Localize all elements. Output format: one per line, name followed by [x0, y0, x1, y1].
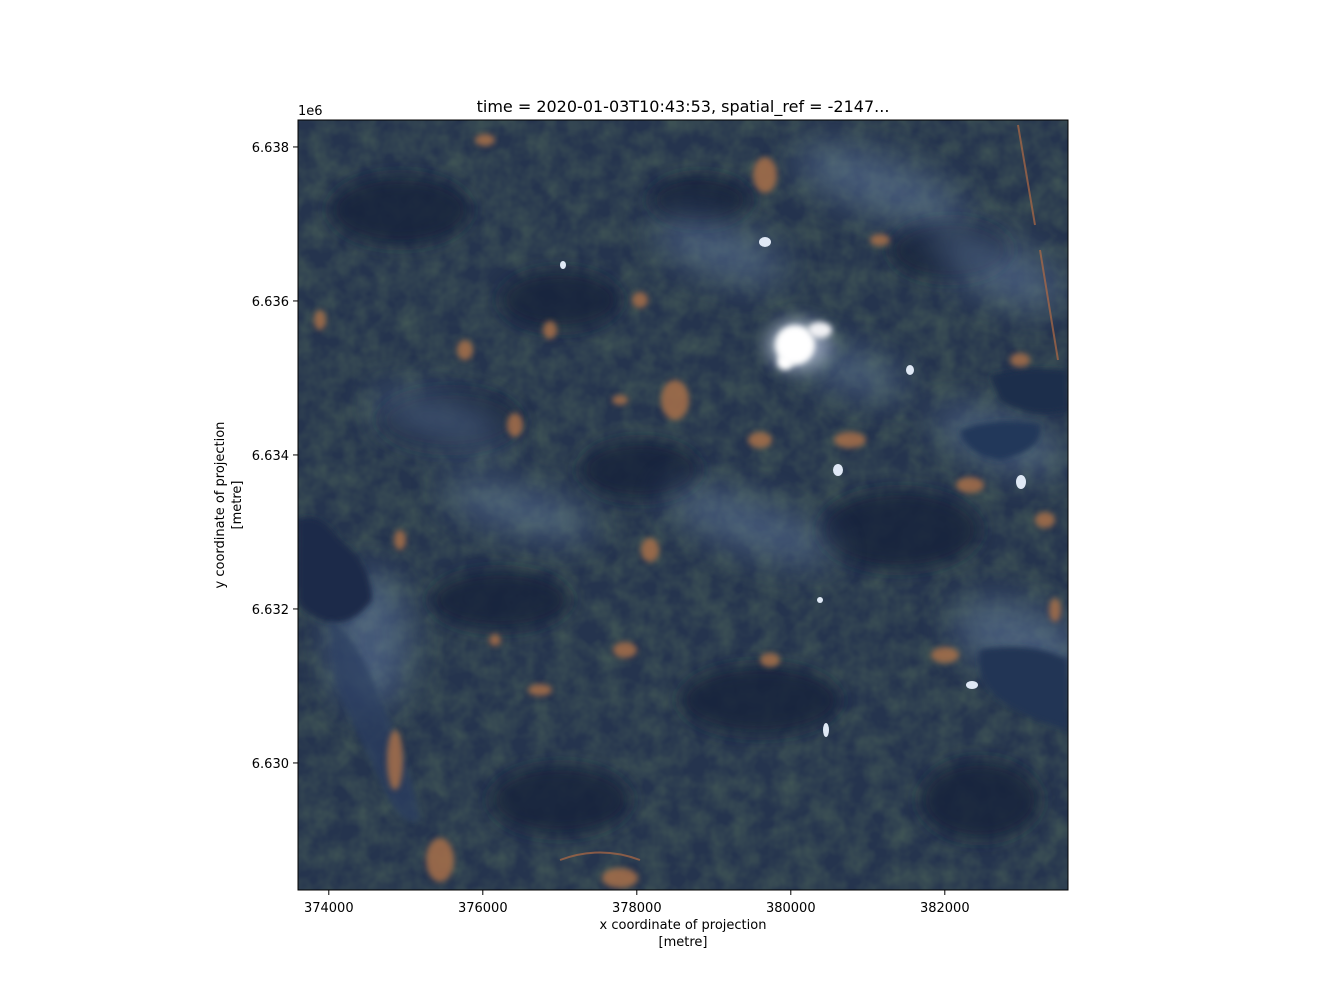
y-tick-label: 6.630 — [252, 757, 289, 772]
y-axis-label-line1: y coordinate of projection — [213, 422, 228, 589]
x-axis-label-line1: x coordinate of projection — [600, 918, 767, 933]
y-tick-label: 6.632 — [252, 603, 289, 618]
y-offset-label: 1e6 — [298, 104, 323, 119]
y-tick-label: 6.634 — [252, 449, 289, 464]
satellite-image — [298, 120, 1098, 890]
chart-title: time = 2020-01-03T10:43:53, spatial_ref … — [477, 97, 890, 117]
x-tick-label: 376000 — [458, 901, 508, 916]
y-axis: 6.630 6.632 6.634 6.636 6.638 — [252, 141, 298, 772]
x-tick-label: 378000 — [612, 901, 662, 916]
x-tick-label: 380000 — [766, 901, 816, 916]
x-axis: 374000 376000 378000 380000 382000 — [304, 890, 970, 916]
y-tick-label: 6.636 — [252, 295, 289, 310]
x-tick-label: 374000 — [304, 901, 354, 916]
y-tick-label: 6.638 — [252, 141, 289, 156]
x-tick-label: 382000 — [920, 901, 970, 916]
y-axis-label-line2: [metre] — [230, 481, 245, 530]
x-axis-label-line2: [metre] — [659, 935, 708, 950]
